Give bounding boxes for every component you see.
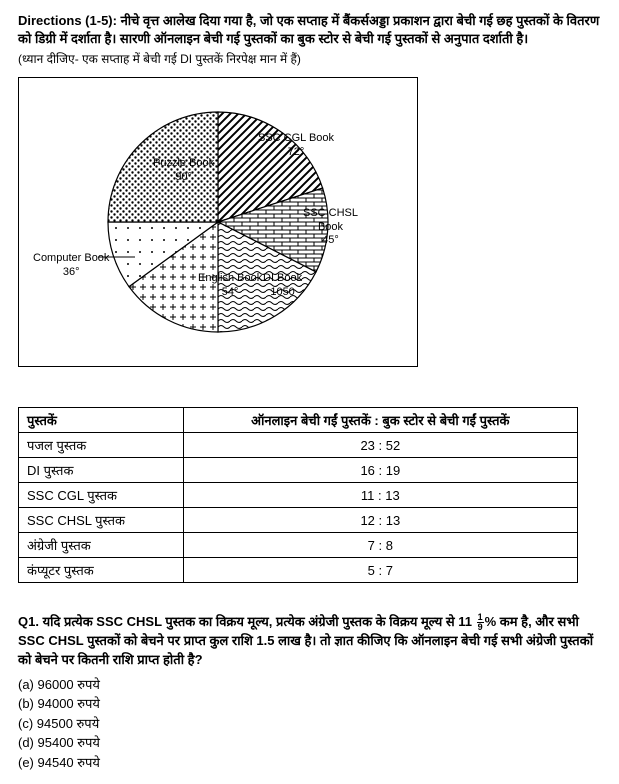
directions-note: (ध्यान दीजिए- एक सप्ताह में बेची गई DI प… (18, 50, 601, 67)
option: (a) 96000 रुपये (18, 675, 601, 695)
ratio-cell: 5 : 7 (183, 558, 577, 583)
option: (c) 94500 रुपये (18, 714, 601, 734)
table-header-books: पुस्तकें (19, 408, 184, 433)
book-name-cell: SSC CGL पुस्तक (19, 483, 184, 508)
ratio-cell: 7 : 8 (183, 533, 577, 558)
table-row: कंप्यूटर पुस्तक5 : 7 (19, 558, 578, 583)
book-name-cell: DI पुस्तक (19, 458, 184, 483)
book-name-cell: SSC CHSL पुस्तक (19, 508, 184, 533)
book-name-cell: पजल पुस्तक (19, 433, 184, 458)
pie-chart-container: SSC CGL Book72°SSC CHSLBook45°DI Book105… (18, 77, 418, 367)
book-name-cell: अंग्रेजी पुस्तक (19, 533, 184, 558)
table-row: SSC CHSL पुस्तक12 : 13 (19, 508, 578, 533)
directions-prefix: Directions (1-5): (18, 13, 117, 28)
ratio-cell: 11 : 13 (183, 483, 577, 508)
table-row: पजल पुस्तक23 : 52 (19, 433, 578, 458)
pie-chart: SSC CGL Book72°SSC CHSLBook45°DI Book105… (98, 102, 338, 342)
directions-text: Directions (1-5): नीचे वृत्त आलेख दिया ग… (18, 12, 601, 48)
question-part1: यदि प्रत्येक SSC CHSL पुस्तक का विक्रय म… (39, 614, 476, 629)
table-header-ratio: ऑनलाइन बेची गईं पुस्तकें : बुक स्टोर से … (183, 408, 577, 433)
fraction: 19 (477, 613, 484, 632)
options-list: (a) 96000 रुपये(b) 94000 रुपये(c) 94500 … (18, 675, 601, 773)
table-row: अंग्रेजी पुस्तक7 : 8 (19, 533, 578, 558)
ratio-table: पुस्तकें ऑनलाइन बेची गईं पुस्तकें : बुक … (18, 407, 578, 583)
pie-slice (108, 112, 218, 222)
option: (b) 94000 रुपये (18, 694, 601, 714)
fraction-den: 9 (477, 623, 484, 632)
option: (e) 94540 रुपये (18, 753, 601, 773)
question-text: Q1. यदि प्रत्येक SSC CHSL पुस्तक का विक्… (18, 613, 601, 668)
book-name-cell: कंप्यूटर पुस्तक (19, 558, 184, 583)
table-row: DI पुस्तक16 : 19 (19, 458, 578, 483)
ratio-cell: 16 : 19 (183, 458, 577, 483)
ratio-cell: 12 : 13 (183, 508, 577, 533)
table-row: SSC CGL पुस्तक11 : 13 (19, 483, 578, 508)
ratio-cell: 23 : 52 (183, 433, 577, 458)
option: (d) 95400 रुपये (18, 733, 601, 753)
table-header-row: पुस्तकें ऑनलाइन बेची गईं पुस्तकें : बुक … (19, 408, 578, 433)
question-prefix: Q1. (18, 614, 39, 629)
